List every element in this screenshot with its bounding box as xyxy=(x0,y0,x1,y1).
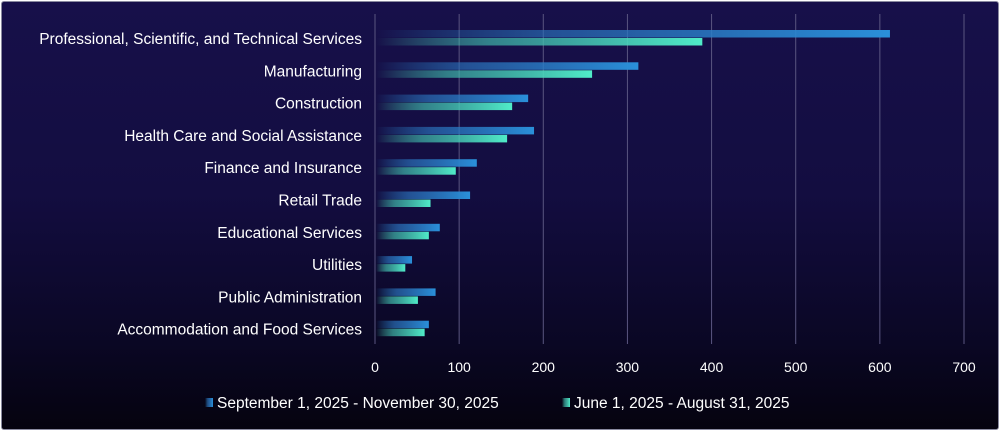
bar-sep-nov xyxy=(376,223,440,232)
category-label: Retail Trade xyxy=(278,193,362,210)
bar-jun-aug xyxy=(376,199,431,207)
legend-swatch xyxy=(205,398,213,407)
x-tick-label: 400 xyxy=(700,359,724,375)
category-label: Educational Services xyxy=(217,225,362,242)
category-label: Accommodation and Food Services xyxy=(117,322,362,339)
bar-sep-nov xyxy=(376,30,890,38)
x-tick-label: 200 xyxy=(532,359,556,375)
bar-sep-nov xyxy=(376,320,429,329)
category-label: Professional, Scientific, and Technical … xyxy=(39,31,362,48)
category-label: Utilities xyxy=(312,257,362,274)
bar-jun-aug xyxy=(376,231,429,240)
x-tick-label: 0 xyxy=(371,359,379,375)
bar-sep-nov xyxy=(376,62,639,70)
bar-jun-aug xyxy=(376,167,456,175)
category-label: Manufacturing xyxy=(264,63,362,80)
category-label: Finance and Insurance xyxy=(204,160,362,177)
category-label: Public Administration xyxy=(218,289,362,306)
bar-sep-nov xyxy=(376,159,477,167)
category-label: Health Care and Social Assistance xyxy=(124,128,362,145)
legend-label: June 1, 2025 - August 31, 2025 xyxy=(574,395,789,412)
bar-jun-aug xyxy=(376,296,418,304)
bar-sep-nov xyxy=(376,191,471,199)
bar-jun-aug xyxy=(376,70,593,78)
category-label: Construction xyxy=(275,96,362,113)
bar-sep-nov xyxy=(376,288,436,296)
bar-jun-aug xyxy=(376,264,406,272)
x-tick-label: 600 xyxy=(868,359,892,375)
legend-swatch xyxy=(562,398,570,407)
x-tick-label: 300 xyxy=(616,359,640,375)
bar-sep-nov xyxy=(376,256,413,264)
legend-label: September 1, 2025 - November 30, 2025 xyxy=(217,395,499,412)
bar-jun-aug xyxy=(376,134,508,143)
bar-jun-aug xyxy=(376,102,513,111)
bar-sep-nov xyxy=(376,126,535,135)
bar-sep-nov xyxy=(376,94,529,103)
x-tick-label: 700 xyxy=(952,359,976,375)
x-tick-label: 100 xyxy=(447,359,471,375)
x-tick-label: 500 xyxy=(784,359,808,375)
bar-jun-aug xyxy=(376,38,703,46)
bar-jun-aug xyxy=(376,328,425,337)
